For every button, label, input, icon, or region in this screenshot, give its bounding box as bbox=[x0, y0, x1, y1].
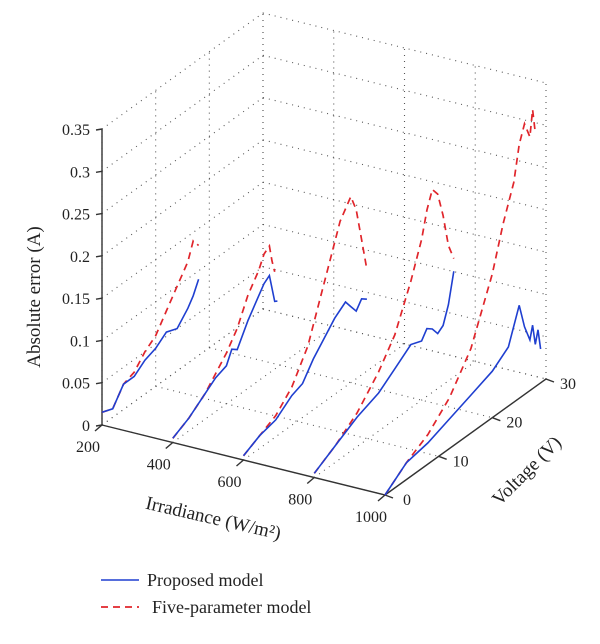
z-tick-label: 0.1 bbox=[70, 333, 90, 350]
grid-line bbox=[262, 139, 547, 211]
z-tick-label: 0.15 bbox=[62, 291, 90, 308]
grid-line bbox=[101, 266, 264, 384]
z-tick-label: 0.35 bbox=[62, 122, 90, 139]
z-tick-mark bbox=[95, 255, 103, 258]
grid-line bbox=[172, 326, 335, 443]
x-tick-mark bbox=[377, 494, 386, 502]
z-tick-mark bbox=[95, 424, 103, 427]
z-axis-label: Absolute error (A) bbox=[24, 226, 45, 367]
y-tick-mark bbox=[384, 494, 394, 499]
grid-line bbox=[262, 181, 547, 253]
z-tick-mark bbox=[95, 297, 103, 300]
proposed-trace-600 bbox=[242, 297, 367, 457]
grid-line bbox=[101, 12, 264, 130]
z-tick-mark bbox=[95, 170, 103, 173]
y-tick-label: 30 bbox=[560, 376, 576, 393]
grid-line bbox=[313, 361, 476, 478]
x-tick-label: 200 bbox=[76, 439, 100, 456]
grid-line bbox=[101, 139, 264, 257]
grid-line bbox=[262, 97, 547, 169]
y-tick-mark bbox=[438, 455, 447, 460]
grid-line bbox=[262, 266, 547, 338]
data-layer bbox=[101, 109, 542, 496]
z-tick-label: 0.3 bbox=[70, 164, 90, 181]
x-tick-label: 400 bbox=[147, 457, 171, 474]
z-tick-label: 0.05 bbox=[62, 376, 90, 393]
z-tick-mark bbox=[95, 339, 103, 343]
z-tick-mark bbox=[95, 212, 103, 216]
x-tick-mark bbox=[236, 459, 244, 467]
five-parameter-trace-400 bbox=[172, 243, 276, 439]
x-tick-mark bbox=[94, 424, 103, 432]
x-axis-label: Irradiance (W/m²) bbox=[144, 493, 283, 545]
proposed-trace-200 bbox=[101, 279, 200, 414]
x-tick-label: 800 bbox=[288, 492, 312, 509]
legend-label-five: Five-parameter model bbox=[152, 597, 311, 617]
proposed-trace-400 bbox=[172, 273, 278, 439]
y-axis-label: Voltage (V) bbox=[488, 432, 566, 510]
grid-line bbox=[209, 347, 493, 419]
x-tick-mark bbox=[306, 476, 315, 485]
proposed-trace-800 bbox=[313, 271, 455, 474]
axis-layer bbox=[94, 128, 555, 502]
grid-line bbox=[262, 223, 547, 295]
five-parameter-trace-200 bbox=[101, 239, 200, 414]
grid-line bbox=[262, 54, 547, 126]
y-tick-mark bbox=[545, 378, 555, 383]
five-parameter-trace-1000 bbox=[384, 109, 537, 496]
x-tick-label: 1000 bbox=[355, 509, 387, 526]
label-layer: 200 400 600 800 1000 0 10 20 30 0 0.05 0.1 0.15 0.2 0.… bbox=[62, 122, 576, 526]
x-tick-mark bbox=[165, 441, 174, 450]
grid-line bbox=[101, 181, 264, 299]
z-tick-label: 0.2 bbox=[70, 249, 90, 266]
legend-label-proposed: Proposed model bbox=[147, 570, 264, 590]
grid-line bbox=[262, 308, 547, 380]
grid-line bbox=[262, 12, 547, 84]
legend: Proposed model Five-parameter model bbox=[101, 570, 311, 617]
y-axis-line bbox=[384, 378, 547, 496]
y-tick-label: 0 bbox=[403, 492, 411, 509]
grid-line bbox=[101, 308, 264, 426]
z-tick-mark bbox=[95, 382, 103, 385]
x-tick-label: 600 bbox=[218, 474, 242, 491]
y-tick-label: 10 bbox=[453, 453, 469, 470]
y-tick-label: 20 bbox=[506, 415, 522, 432]
grid-layer bbox=[101, 12, 547, 496]
five-parameter-trace-600 bbox=[242, 194, 368, 457]
five-parameter-trace-800 bbox=[313, 187, 455, 474]
z-tick-label: 0 bbox=[82, 418, 90, 435]
z-tick-label: 0.25 bbox=[62, 207, 90, 224]
grid-line bbox=[101, 97, 264, 215]
z-tick-mark bbox=[95, 128, 103, 131]
y-tick-mark bbox=[492, 417, 501, 422]
grid-line bbox=[243, 343, 405, 461]
grid-line bbox=[101, 54, 264, 172]
proposed-trace-1000 bbox=[384, 305, 542, 496]
